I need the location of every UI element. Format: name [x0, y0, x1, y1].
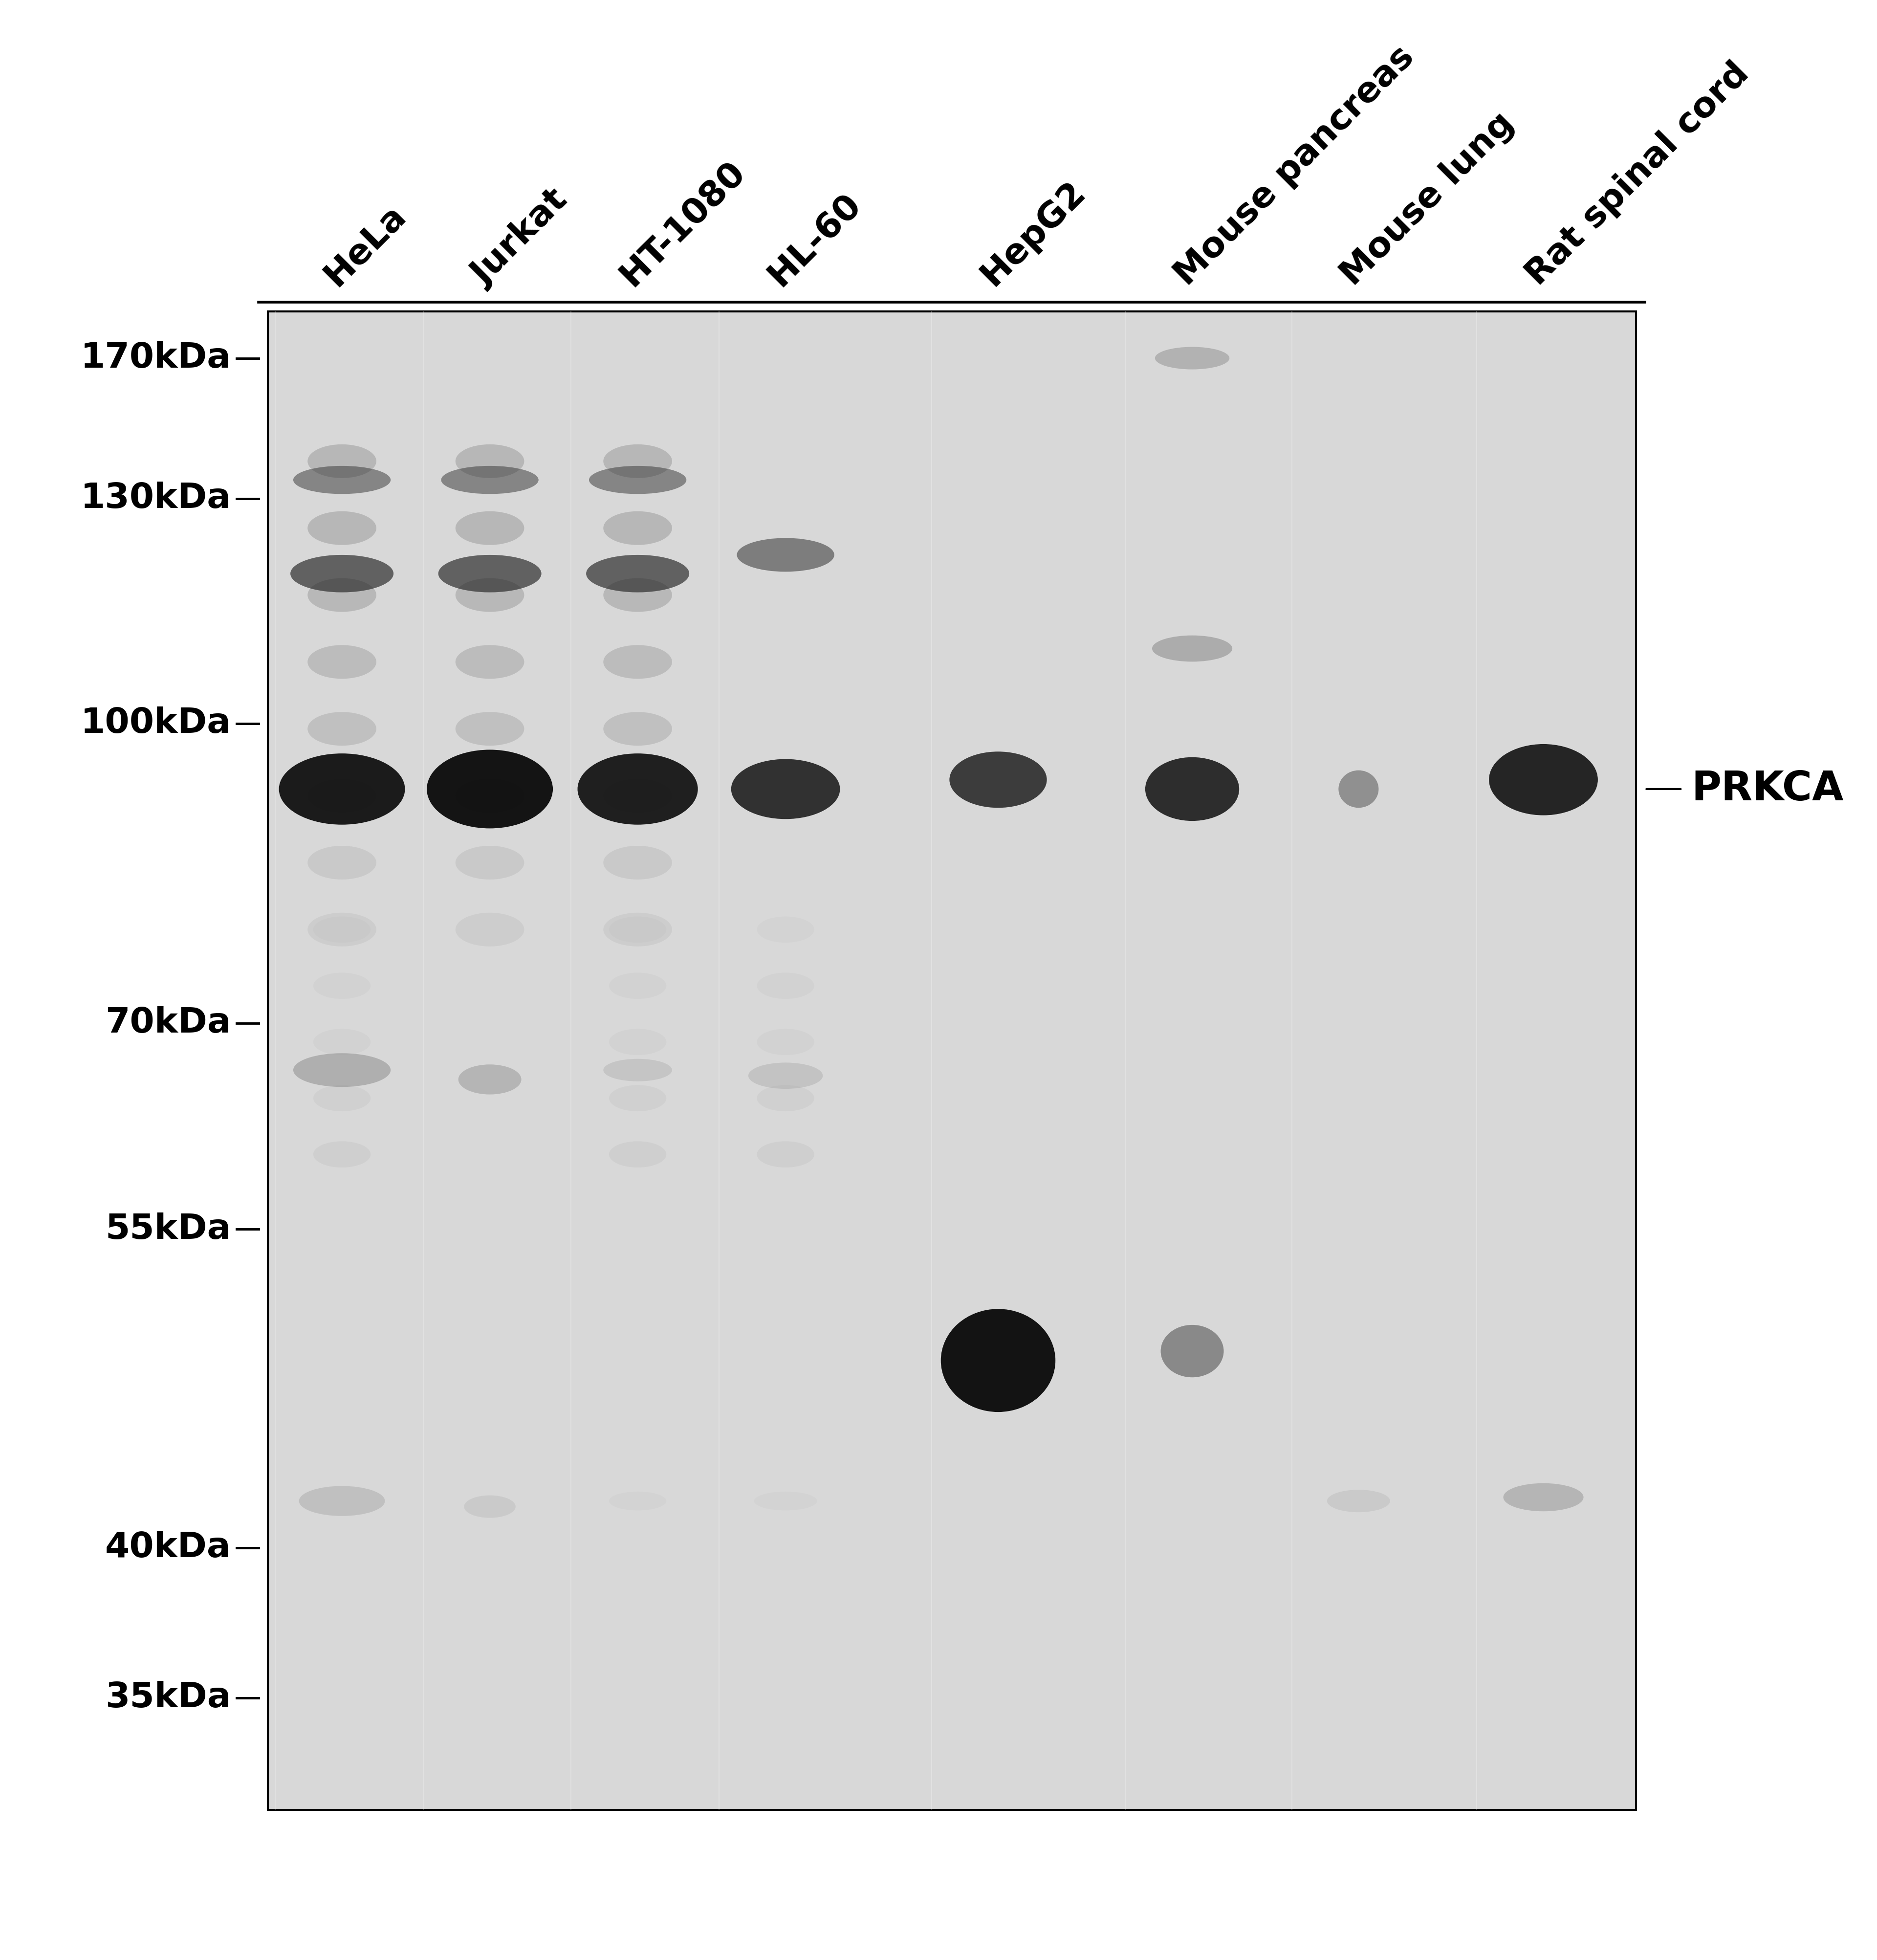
- Text: 100kDa: 100kDa: [81, 708, 231, 741]
- Bar: [268, 312, 1637, 1811]
- Ellipse shape: [603, 645, 672, 678]
- Ellipse shape: [603, 512, 672, 545]
- Text: Jurkat: Jurkat: [465, 184, 574, 292]
- Ellipse shape: [755, 1492, 816, 1511]
- Ellipse shape: [749, 1062, 822, 1090]
- Ellipse shape: [950, 751, 1047, 808]
- Ellipse shape: [603, 1058, 672, 1082]
- Ellipse shape: [603, 711, 672, 745]
- Ellipse shape: [603, 778, 672, 813]
- Ellipse shape: [308, 512, 375, 545]
- Ellipse shape: [291, 555, 394, 592]
- Ellipse shape: [280, 753, 405, 825]
- Text: 35kDa: 35kDa: [105, 1682, 231, 1715]
- Ellipse shape: [308, 578, 375, 612]
- Ellipse shape: [603, 913, 672, 947]
- Ellipse shape: [456, 578, 524, 612]
- Ellipse shape: [1154, 347, 1229, 368]
- Ellipse shape: [441, 466, 539, 494]
- Ellipse shape: [608, 1492, 666, 1511]
- Ellipse shape: [1488, 745, 1597, 815]
- Ellipse shape: [313, 1141, 370, 1168]
- Ellipse shape: [756, 1141, 815, 1168]
- Text: 55kDa: 55kDa: [105, 1213, 231, 1247]
- Ellipse shape: [308, 847, 375, 880]
- Text: Rat spinal cord: Rat spinal cord: [1520, 57, 1755, 292]
- Ellipse shape: [308, 913, 375, 947]
- Text: 170kDa: 170kDa: [81, 341, 231, 374]
- Ellipse shape: [608, 1086, 666, 1111]
- Text: 40kDa: 40kDa: [105, 1531, 231, 1564]
- Ellipse shape: [308, 711, 375, 745]
- Text: 130kDa: 130kDa: [81, 482, 231, 515]
- Text: PRKCA: PRKCA: [1691, 768, 1843, 809]
- Ellipse shape: [1160, 1325, 1224, 1378]
- Ellipse shape: [578, 753, 698, 825]
- Ellipse shape: [1503, 1484, 1584, 1511]
- Ellipse shape: [308, 778, 375, 813]
- Ellipse shape: [738, 537, 833, 572]
- Text: 70kDa: 70kDa: [105, 1005, 231, 1041]
- Ellipse shape: [293, 466, 390, 494]
- Ellipse shape: [456, 913, 524, 947]
- Ellipse shape: [293, 1053, 390, 1088]
- Ellipse shape: [456, 445, 524, 478]
- Ellipse shape: [1152, 635, 1233, 662]
- Ellipse shape: [437, 555, 541, 592]
- Ellipse shape: [456, 645, 524, 678]
- Ellipse shape: [589, 466, 687, 494]
- Text: HeLa: HeLa: [317, 198, 413, 292]
- Ellipse shape: [608, 1141, 666, 1168]
- Ellipse shape: [458, 1064, 522, 1094]
- Ellipse shape: [603, 847, 672, 880]
- Ellipse shape: [1145, 757, 1239, 821]
- Ellipse shape: [308, 645, 375, 678]
- Text: HepG2: HepG2: [974, 174, 1092, 292]
- Text: HT-1080: HT-1080: [614, 155, 753, 292]
- Ellipse shape: [456, 778, 524, 813]
- Ellipse shape: [586, 555, 689, 592]
- Ellipse shape: [313, 1086, 370, 1111]
- Ellipse shape: [298, 1486, 385, 1515]
- Ellipse shape: [1327, 1490, 1391, 1513]
- Ellipse shape: [456, 512, 524, 545]
- Ellipse shape: [1338, 770, 1378, 808]
- Ellipse shape: [940, 1309, 1055, 1411]
- Ellipse shape: [464, 1495, 516, 1517]
- Ellipse shape: [426, 751, 554, 829]
- Text: Mouse lung: Mouse lung: [1335, 106, 1520, 292]
- Ellipse shape: [756, 1086, 815, 1111]
- Text: HL-60: HL-60: [762, 186, 867, 292]
- Ellipse shape: [456, 711, 524, 745]
- Ellipse shape: [603, 445, 672, 478]
- Ellipse shape: [308, 445, 375, 478]
- Ellipse shape: [456, 847, 524, 880]
- Ellipse shape: [603, 578, 672, 612]
- Text: Mouse pancreas: Mouse pancreas: [1167, 39, 1421, 292]
- Ellipse shape: [732, 759, 841, 819]
